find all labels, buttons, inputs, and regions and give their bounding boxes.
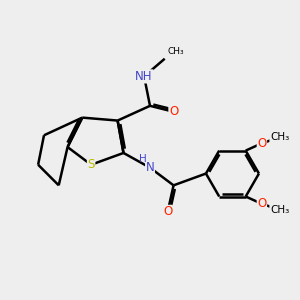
Text: CH₃: CH₃ <box>270 205 289 215</box>
Text: CH₃: CH₃ <box>168 47 184 56</box>
Text: O: O <box>257 137 266 150</box>
Text: NH: NH <box>135 70 153 83</box>
Text: S: S <box>87 158 95 171</box>
Text: CH₃: CH₃ <box>270 132 289 142</box>
Text: H: H <box>139 154 146 164</box>
Text: O: O <box>169 105 178 118</box>
Text: N: N <box>146 161 154 174</box>
Text: O: O <box>163 205 172 218</box>
Text: O: O <box>257 197 266 210</box>
